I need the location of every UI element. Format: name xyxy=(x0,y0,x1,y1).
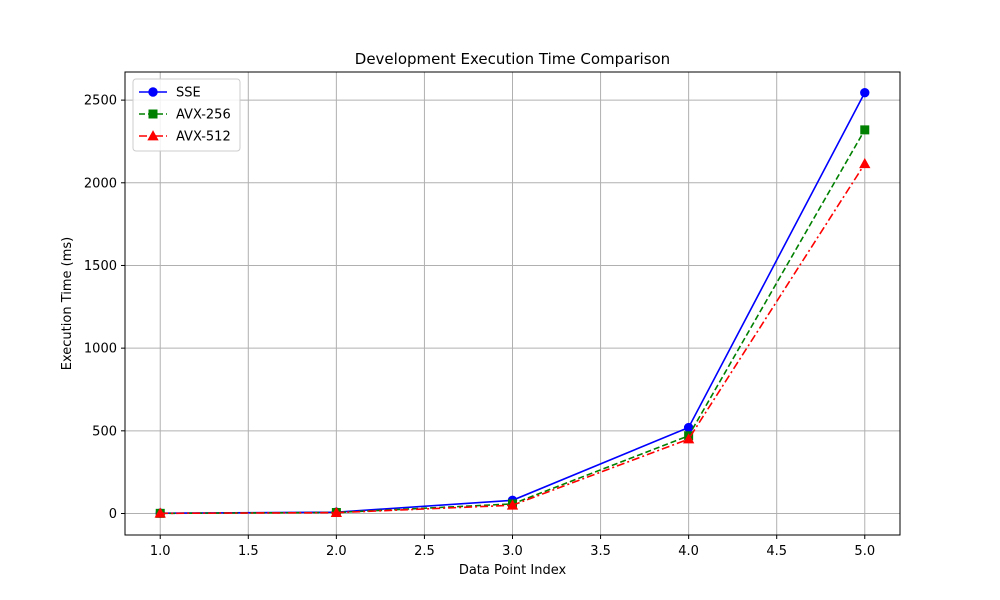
x-tick-label: 3.5 xyxy=(590,544,611,559)
x-tick-label: 5.0 xyxy=(854,544,875,559)
data-point xyxy=(683,422,694,433)
legend-label: SSE xyxy=(176,86,201,101)
legend-marker xyxy=(147,130,159,141)
x-tick-label: 3.0 xyxy=(502,544,523,559)
x-tick-label: 4.0 xyxy=(678,544,699,559)
legend-item: AVX-256 xyxy=(139,108,231,123)
legend: SSE AVX-256 AVX-512 xyxy=(132,78,241,152)
grid xyxy=(125,72,900,535)
data-point xyxy=(330,506,343,518)
y-tick-label: 1500 xyxy=(84,259,117,274)
y-axis-title: Execution Time (ms) xyxy=(60,237,75,370)
y-tick-label: 1000 xyxy=(84,342,117,357)
legend-label: AVX-256 xyxy=(176,108,231,123)
ticks: 1.0 1.5 2.0 2.5 3.0 3.5 4.0 4.5 5.0 0 500 1000 1500 2… xyxy=(84,94,875,559)
x-tick-label: 2.5 xyxy=(414,544,435,559)
series-avx-512 xyxy=(154,157,871,518)
y-tick-label: 0 xyxy=(109,507,117,522)
x-tick-label: 2.0 xyxy=(326,544,347,559)
x-tick-label: 1.5 xyxy=(238,544,259,559)
y-tick-label: 2000 xyxy=(84,176,117,191)
data-point xyxy=(859,157,871,169)
y-tick-label: 500 xyxy=(92,424,117,439)
legend-item: SSE xyxy=(139,86,201,101)
data-point xyxy=(154,507,166,518)
data-point xyxy=(860,125,870,135)
legend-marker xyxy=(148,87,158,97)
chart-title: Development Execution Time Comparison xyxy=(355,50,670,68)
x-axis-title: Data Point Index xyxy=(459,563,567,578)
x-tick-label: 4.5 xyxy=(766,544,787,559)
legend-item: AVX-512 xyxy=(139,130,231,145)
x-tick-label: 1.0 xyxy=(150,544,171,559)
y-tick-label: 2500 xyxy=(84,94,117,109)
data-point xyxy=(682,433,695,444)
data-point xyxy=(506,499,519,510)
series-layer xyxy=(154,87,871,518)
legend-label: AVX-512 xyxy=(176,130,231,145)
legend-box xyxy=(132,78,241,152)
data-point xyxy=(860,87,870,98)
legend-marker xyxy=(148,109,158,119)
